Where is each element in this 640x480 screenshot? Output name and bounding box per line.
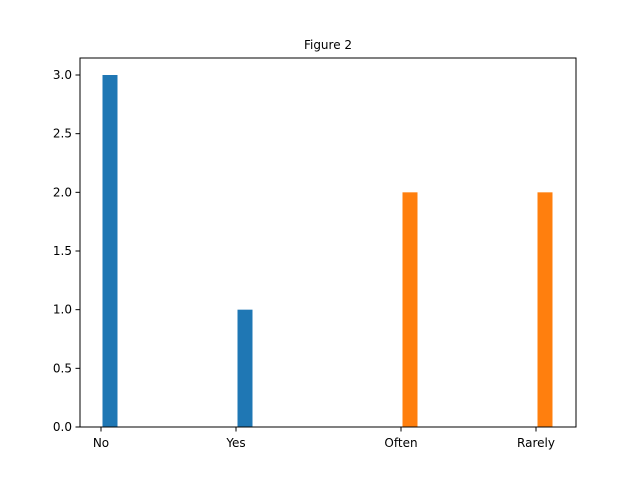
y-tick-label-0: 0.0 (53, 420, 72, 434)
y-axis: 0.0 0.5 1.0 1.5 2.0 2.5 3.0 (53, 68, 80, 434)
x-tick-label-yes: Yes (225, 436, 245, 450)
plot-frame (79, 57, 577, 428)
bar-no (102, 75, 118, 427)
y-tick-label-4: 2.0 (53, 185, 72, 199)
chart-title: Figure 2 (304, 38, 352, 52)
x-tick-label-no: No (93, 436, 109, 450)
x-tick-label-often: Often (384, 436, 417, 450)
bars-layer (102, 75, 553, 427)
bar-yes (237, 309, 253, 427)
y-tick-label-6: 3.0 (53, 68, 72, 82)
y-tick-label-2: 1.0 (53, 303, 72, 317)
y-tick-label-3: 1.5 (53, 244, 72, 258)
bar-rarely (537, 192, 553, 427)
x-axis: No Yes Often Rarely (93, 427, 555, 450)
y-tick-label-5: 2.5 (53, 127, 72, 141)
y-tick-label-1: 0.5 (53, 361, 72, 375)
bar-often (402, 192, 418, 427)
x-tick-label-rarely: Rarely (517, 436, 555, 450)
